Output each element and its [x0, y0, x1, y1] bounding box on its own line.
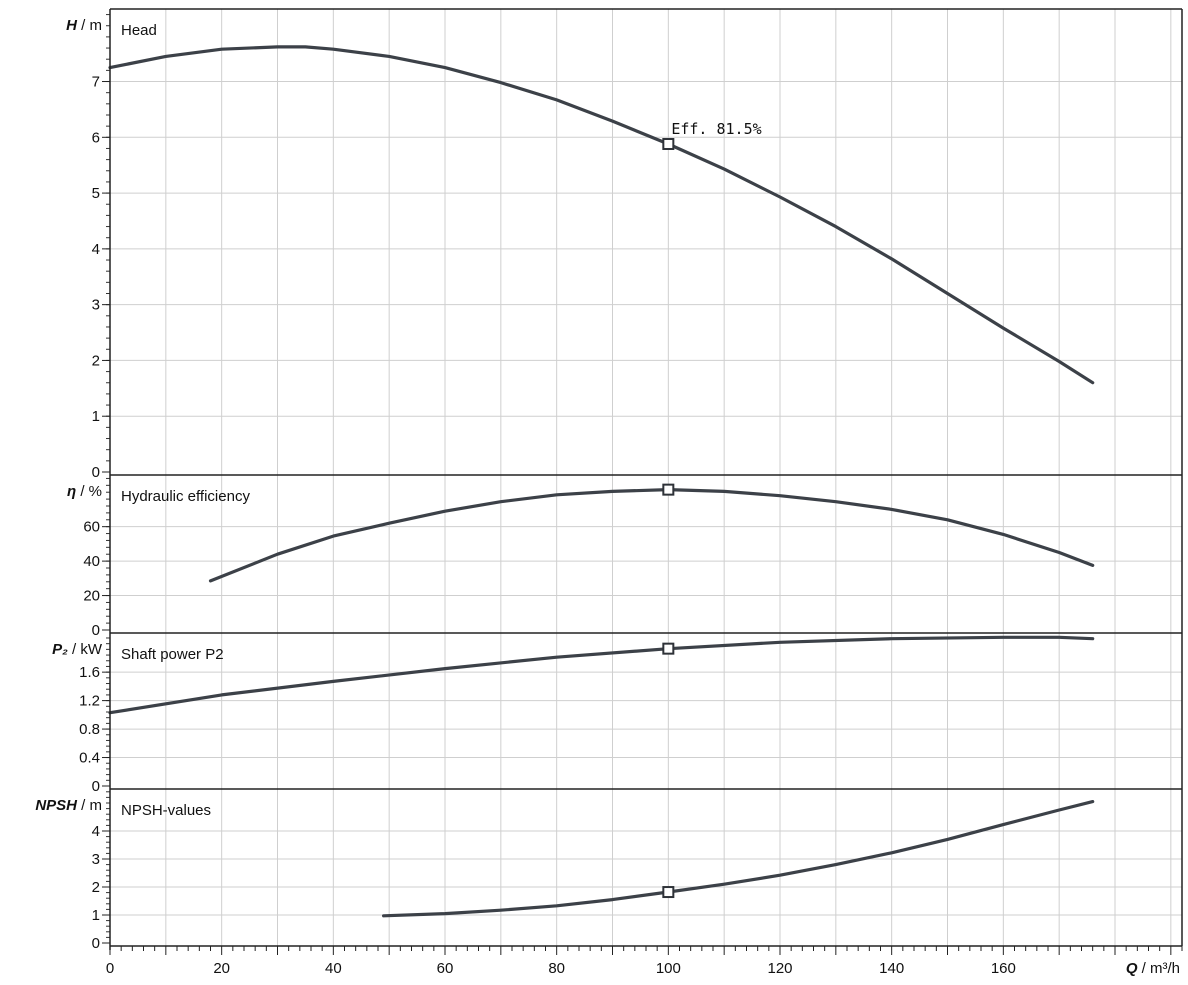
panel-title-power: Shaft power P2 [121, 646, 224, 663]
x-tick-label: 60 [437, 960, 454, 977]
y-tick-label-npsh: 2 [92, 879, 100, 896]
y-tick-label-head: 0 [92, 464, 100, 481]
y-tick-label-head: 3 [92, 297, 100, 314]
y-axis-unit: / % [76, 483, 102, 500]
y-tick-label-efficiency: 40 [83, 553, 100, 570]
y-axis-symbol: P₂ [52, 641, 68, 658]
y-tick-label-power: 1.2 [79, 693, 100, 710]
y-tick-label-head: 4 [92, 241, 100, 258]
y-axis-label-npsh: NPSH / m [35, 797, 102, 814]
y-tick-label-npsh: 4 [92, 823, 100, 840]
y-tick-label-npsh: 0 [92, 935, 100, 952]
y-tick-label-efficiency: 20 [83, 588, 100, 605]
y-axis-label-efficiency: η / % [67, 483, 102, 500]
y-tick-label-head: 1 [92, 408, 100, 425]
y-tick-label-power: 0.8 [79, 721, 100, 738]
y-tick-label-head: 6 [92, 129, 100, 146]
y-tick-label-npsh: 1 [92, 907, 100, 924]
panel-title-efficiency: Hydraulic efficiency [121, 488, 250, 505]
duty-point-marker-efficiency [662, 483, 675, 496]
y-tick-label-head: 2 [92, 352, 100, 369]
x-tick-label: 120 [767, 960, 792, 977]
y-tick-label-head: 5 [92, 185, 100, 202]
x-tick-label: 20 [213, 960, 230, 977]
x-axis-label: Q / m³/h [1126, 960, 1180, 977]
x-tick-label: 140 [879, 960, 904, 977]
x-tick-label: 40 [325, 960, 342, 977]
y-tick-label-npsh: 3 [92, 851, 100, 868]
duty-point-annotation: Eff. 81.5% [671, 120, 761, 138]
y-axis-label-head: H / m [66, 17, 102, 34]
duty-point-marker-power [662, 642, 675, 655]
y-axis-unit: / m [77, 797, 102, 814]
curve-power [108, 635, 1095, 715]
y-tick-label-head: 7 [92, 74, 100, 91]
x-tick-label: 0 [106, 960, 114, 977]
y-axis-symbol: H [66, 17, 78, 34]
x-axis-symbol: Q [1126, 960, 1138, 977]
y-tick-label-power: 0 [92, 778, 100, 795]
y-axis-symbol: NPSH [35, 797, 78, 814]
x-tick-label: 80 [548, 960, 565, 977]
y-tick-label-efficiency: 60 [83, 519, 100, 536]
y-axis-unit: / m [77, 17, 102, 34]
y-tick-label-power: 1.6 [79, 664, 100, 681]
y-tick-label-efficiency: 0 [92, 622, 100, 639]
y-tick-label-power: 0.4 [79, 750, 100, 767]
panel-title-npsh: NPSH-values [121, 802, 211, 819]
duty-point-marker-head [662, 137, 675, 150]
y-axis-symbol: η [67, 483, 76, 500]
x-tick-label: 160 [991, 960, 1016, 977]
duty-point-marker-npsh [662, 886, 675, 899]
curve-efficiency [208, 488, 1095, 583]
curve-head [108, 45, 1095, 385]
x-axis-unit: / m³/h [1137, 960, 1180, 977]
panel-title-head: Head [121, 22, 157, 39]
x-tick-label: 100 [656, 960, 681, 977]
y-axis-unit: / kW [68, 641, 103, 658]
curve-npsh [382, 799, 1095, 918]
y-axis-label-power: P₂ / kW [52, 641, 103, 658]
